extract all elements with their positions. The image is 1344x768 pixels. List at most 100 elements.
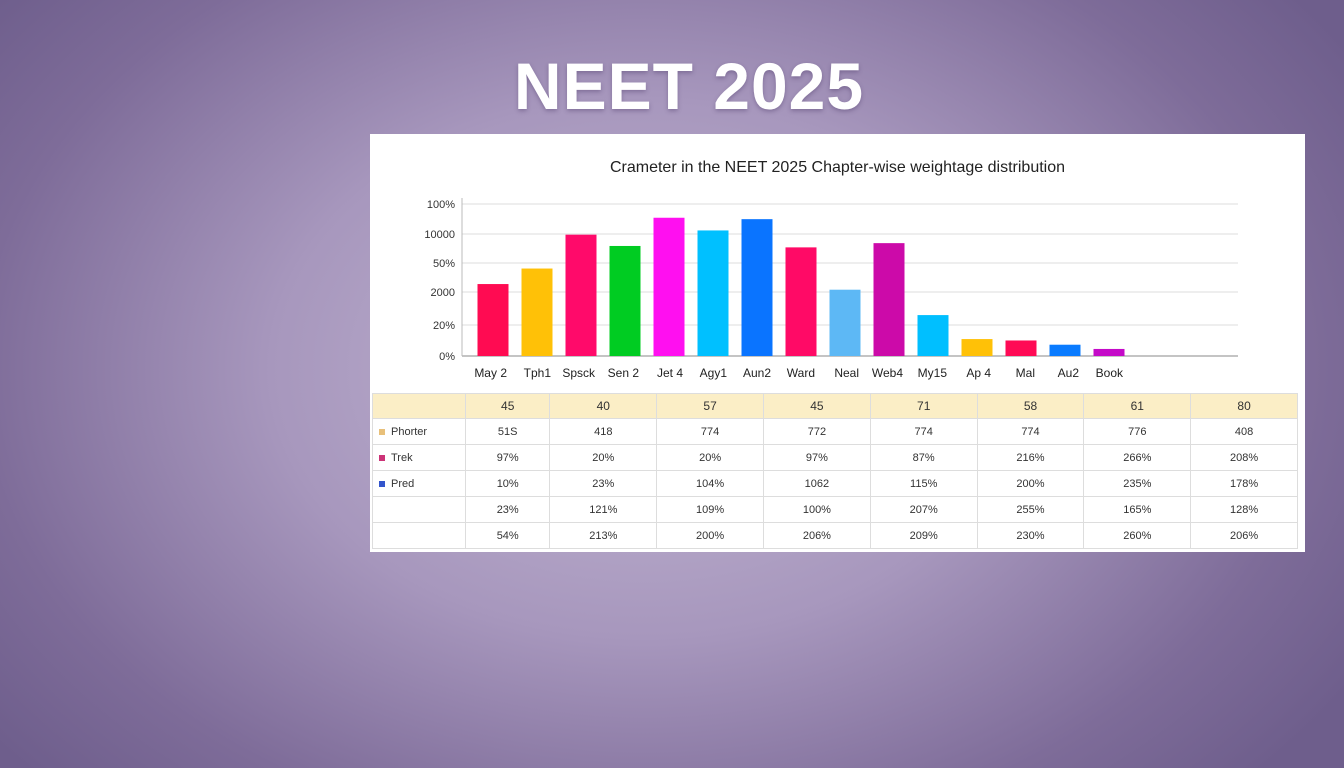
x-tick-label: Tph1 <box>524 366 552 380</box>
table-cell: 51S <box>464 418 551 445</box>
table-cell: 774 <box>656 418 764 445</box>
x-tick-label: Ap 4 <box>966 366 991 380</box>
bar-2 <box>565 234 597 356</box>
table-row: Trek 97% 20% 20% 97% 87% 216% 266% 208% <box>372 444 1298 471</box>
table-cell: 216% <box>976 444 1085 471</box>
row-label <box>372 496 466 523</box>
table-cell: 208% <box>1190 444 1298 471</box>
x-tick-label: Jet 4 <box>657 366 683 380</box>
table-header-cell: 57 <box>656 393 764 419</box>
table-cell: 209% <box>869 522 978 549</box>
y-tick-label: 0% <box>439 351 455 363</box>
table-header-row: 45 40 57 45 71 58 61 80 <box>372 393 1298 419</box>
table-cell: 776 <box>1083 418 1192 445</box>
table-header-cell: 71 <box>869 393 978 419</box>
bar-10 <box>917 315 949 356</box>
table-cell: 23% <box>464 496 551 523</box>
table-cell: 235% <box>1083 470 1192 497</box>
x-tick-label: Aun2 <box>743 366 771 380</box>
y-tick-label: 100% <box>427 199 455 211</box>
x-tick-label: Ward <box>787 366 815 380</box>
chart-title: Crameter in the NEET 2025 Chapter-wise w… <box>609 159 1066 176</box>
bar-3 <box>609 245 641 356</box>
y-tick-label: 10000 <box>424 229 455 241</box>
table-cell: 109% <box>656 496 764 523</box>
table-cell: 20% <box>656 444 764 471</box>
table-cell: 54% <box>464 522 551 549</box>
row-label: Trek <box>372 444 466 471</box>
table-cell: 408 <box>1190 418 1298 445</box>
bar-0 <box>477 284 509 356</box>
bar-1 <box>521 268 553 356</box>
table-row: Pred 10% 23% 104% 1062 115% 200% 235% 178% <box>372 470 1298 497</box>
bar-13 <box>1049 344 1081 356</box>
x-tick-label: Sen 2 <box>608 366 640 380</box>
bar-14 <box>1093 348 1125 356</box>
table-cell: 97% <box>464 444 551 471</box>
x-tick-label: May 2 <box>474 366 507 380</box>
y-tick-label: 2000 <box>431 287 455 299</box>
table-header-cell: 45 <box>763 393 871 419</box>
table-cell: 774 <box>869 418 978 445</box>
table-cell: 213% <box>549 522 658 549</box>
table-cell: 260% <box>1083 522 1192 549</box>
table-cell: 200% <box>976 470 1085 497</box>
x-tick-label: Mal <box>1016 366 1035 380</box>
table-cell: 104% <box>656 470 764 497</box>
row-label: Phorter <box>372 418 466 445</box>
x-tick-label: Au2 <box>1058 366 1080 380</box>
table-cell: 266% <box>1083 444 1192 471</box>
x-tick-label: Web4 <box>872 366 903 380</box>
legend-swatch <box>379 428 385 435</box>
bar-12 <box>1005 340 1037 356</box>
table-cell: 165% <box>1083 496 1192 523</box>
table-cell: 207% <box>869 496 978 523</box>
table-cell: 10% <box>464 470 551 497</box>
table-cell: 178% <box>1190 470 1298 497</box>
table-cell: 206% <box>1190 522 1298 549</box>
table-row: 23% 121% 109% 100% 207% 255% 165% 128% <box>372 496 1298 523</box>
table-header-cell: 58 <box>976 393 1085 419</box>
y-tick-label: 50% <box>433 258 455 270</box>
table-row: 54% 213% 200% 206% 209% 230% 260% 206% <box>372 522 1298 549</box>
bar-4 <box>653 217 685 356</box>
table-cell: 128% <box>1190 496 1298 523</box>
table-cell: 255% <box>976 496 1085 523</box>
x-tick-label: My15 <box>918 366 948 380</box>
table-header-cell: 45 <box>464 393 551 419</box>
table-cell: 115% <box>869 470 978 497</box>
table-cell: 100% <box>763 496 871 523</box>
table-cell: 200% <box>656 522 764 549</box>
table-cell: 1062 <box>763 470 871 497</box>
row-label: Pred <box>372 470 466 497</box>
x-tick-label: Agy1 <box>700 366 728 380</box>
bar-11 <box>961 339 993 356</box>
legend-swatch <box>379 480 385 487</box>
bar-7 <box>785 247 817 356</box>
table-row: Phorter 51S 418 774 772 774 774 776 408 <box>372 418 1298 445</box>
table-header-cell <box>372 393 466 419</box>
x-tick-label: Spsck <box>562 366 596 380</box>
data-table: 45 40 57 45 71 58 61 80 Phorter 51S 418 774 772 774 77… <box>372 393 1298 549</box>
bar-chart: 0% 20% 2000 50% 10000 100% May 2 Tph1 Spsck Sen … <box>424 198 1238 380</box>
table-cell: 772 <box>763 418 871 445</box>
page-title: NEET 2025 <box>513 49 865 123</box>
table-cell: 121% <box>549 496 658 523</box>
table-header-cell: 40 <box>549 393 658 419</box>
legend-swatch <box>379 454 385 461</box>
x-tick-label: Neal <box>834 366 859 380</box>
table-cell: 23% <box>549 470 658 497</box>
table-cell: 20% <box>549 444 658 471</box>
bar-5 <box>697 230 729 356</box>
table-header-cell: 61 <box>1083 393 1192 419</box>
chart-panel: Crameter in the NEET 2025 Chapter-wise w… <box>370 134 1305 552</box>
y-tick-label: 20% <box>433 320 455 332</box>
table-cell: 206% <box>763 522 871 549</box>
table-cell: 97% <box>763 444 871 471</box>
row-label <box>372 522 466 549</box>
table-header-cell: 80 <box>1190 393 1298 419</box>
bar-6 <box>741 219 773 356</box>
table-cell: 418 <box>549 418 658 445</box>
table-cell: 87% <box>869 444 978 471</box>
x-tick-label: Book <box>1096 366 1124 380</box>
